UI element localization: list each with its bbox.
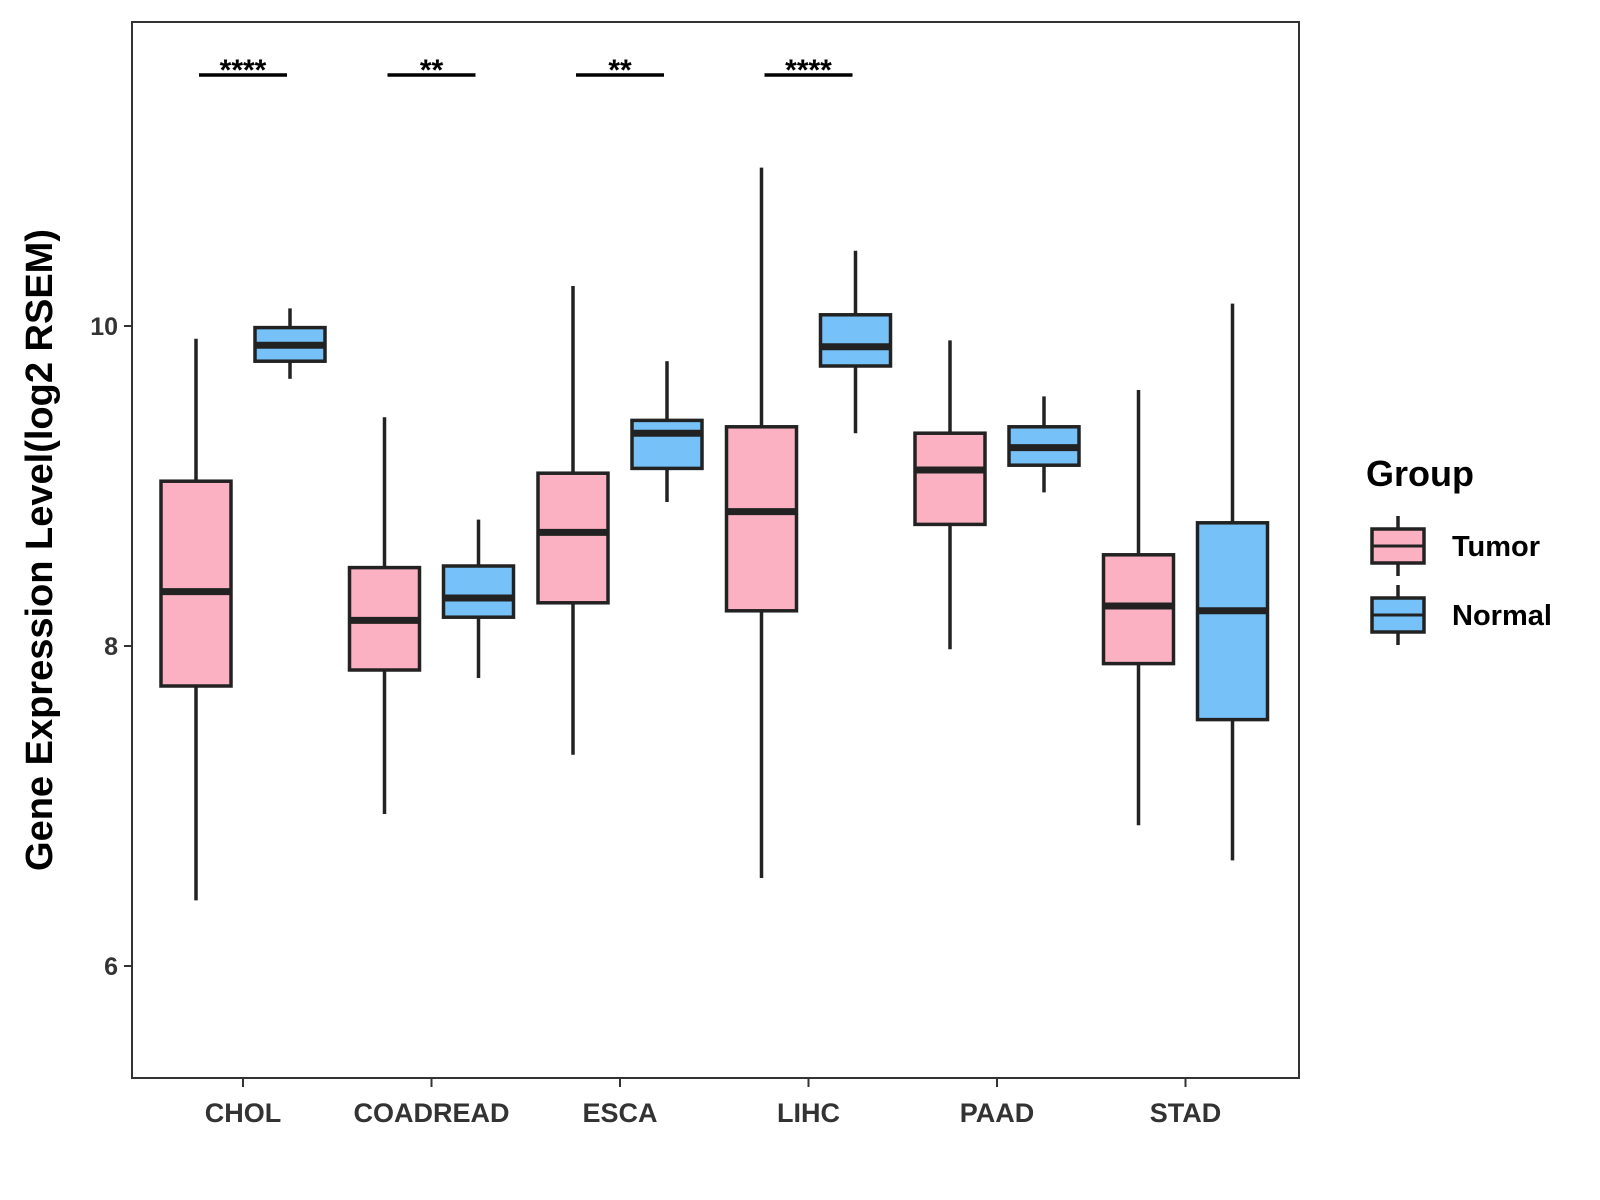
box-tumor-chol (159, 338, 233, 901)
legend-label: Normal (1452, 600, 1552, 632)
box-normal-esca (630, 361, 704, 502)
box-tumor-esca (536, 286, 610, 755)
x-tick-label: PAAD (960, 1098, 1035, 1128)
legend-label: Tumor (1452, 531, 1540, 563)
significance-label: **** (785, 54, 832, 87)
box-body (630, 418, 704, 471)
significance-label: ** (608, 54, 632, 87)
box-tumor-stad (1101, 390, 1176, 826)
y-tick-label: 10 (90, 313, 118, 341)
box-body (913, 431, 987, 527)
box-normal-lihc (818, 250, 893, 434)
y-tick-label: 8 (104, 633, 118, 661)
boxes-layer (159, 167, 1270, 901)
significance-esca: ** (576, 54, 664, 87)
box-normal-coadread (441, 519, 516, 678)
y-axis-title: Gene Expression Level(log2 RSEM) (19, 229, 61, 871)
box-body (818, 313, 893, 368)
legend-item-normal: Normal (1370, 585, 1552, 645)
x-tick-label: STAD (1150, 1098, 1222, 1128)
legend-item-tumor: Tumor (1370, 516, 1540, 576)
significance-coadread: ** (387, 54, 476, 87)
significance-lihc: **** (764, 54, 853, 87)
y-tick-label: 6 (104, 953, 118, 981)
box-body (536, 471, 610, 605)
box-body (724, 425, 799, 613)
significance-label: **** (220, 54, 267, 87)
box-body (1195, 521, 1270, 722)
x-axis: CHOL COADREAD ESCA LIHC PAAD STAD (205, 1078, 1222, 1128)
legend: Tumor Normal (1370, 516, 1552, 645)
x-tick-label: ESCA (582, 1098, 657, 1128)
box-body (159, 479, 233, 688)
box-tumor-coadread (347, 417, 422, 814)
box-normal-chol (253, 308, 327, 379)
legend-title: Group (1366, 453, 1474, 494)
x-tick-label: LIHC (777, 1098, 840, 1128)
x-tick-label: COADREAD (353, 1098, 509, 1128)
box-normal-paad (1007, 396, 1081, 493)
significance-label: ** (420, 54, 444, 87)
box-tumor-paad (913, 340, 987, 650)
box-body (441, 564, 516, 619)
y-axis: 6 8 10 (90, 313, 132, 981)
x-tick-label: CHOL (205, 1098, 282, 1128)
box-tumor-lihc (724, 167, 799, 878)
significance-layer: **** ** ** **** (199, 54, 853, 87)
significance-chol: **** (199, 54, 287, 87)
plot-panel (131, 21, 1300, 1079)
box-normal-stad (1195, 303, 1270, 861)
